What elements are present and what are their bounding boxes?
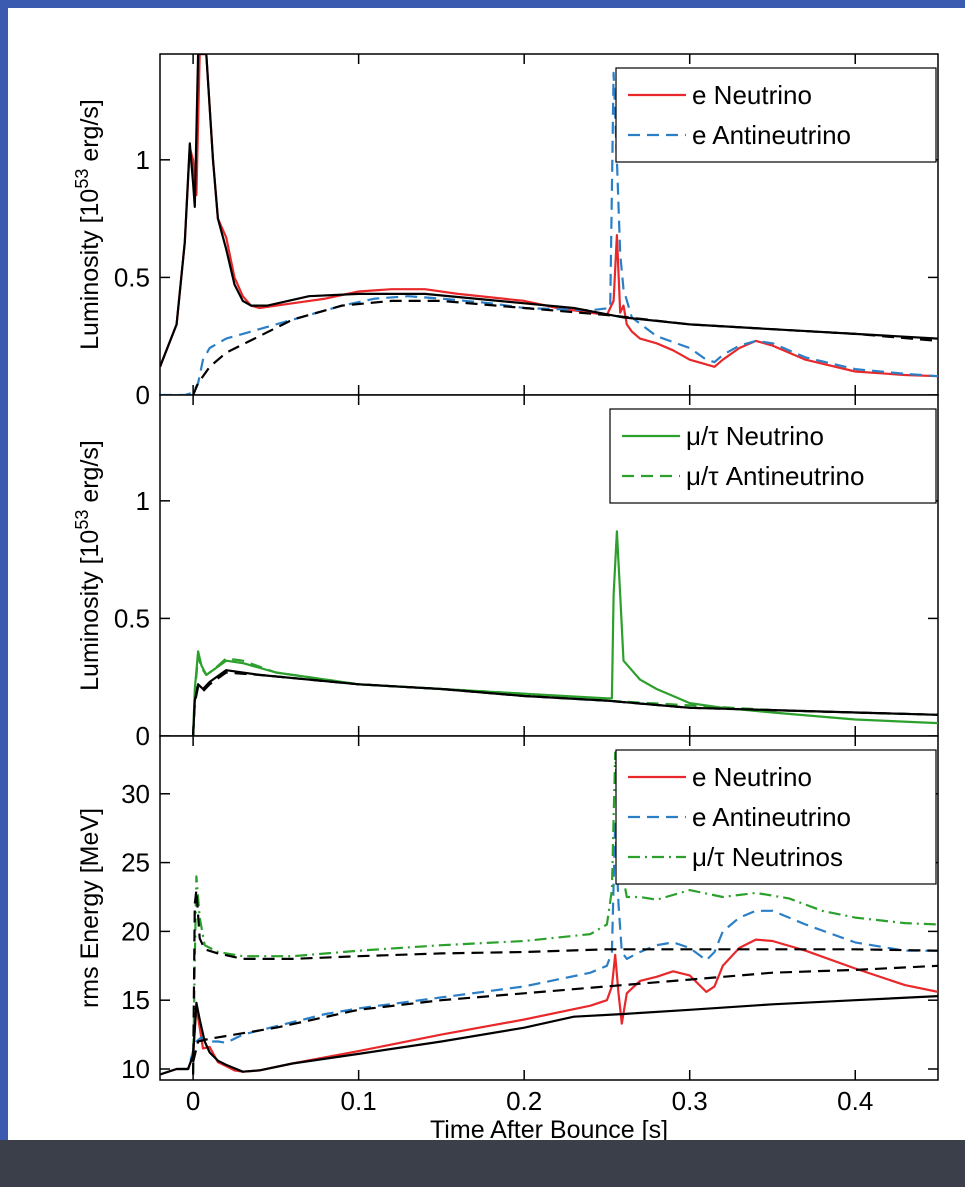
- panel-1-series-1-e-antineutrino: [160, 71, 938, 395]
- panel-1-ytick-label-2: 1: [136, 145, 150, 175]
- panel-3-ytick-label-2: 20: [121, 916, 150, 946]
- panel-3-ytick-label-1: 15: [121, 985, 150, 1015]
- panel-3-series-5-reference: [192, 964, 938, 1063]
- panel-2-legend: μ/τ Neutrino μ/τ Antineutrino: [609, 408, 937, 504]
- panel-1-series-2-reference: [160, 54, 938, 368]
- panel-2-series-3-reference: [192, 671, 938, 736]
- xtick-label-3: 0.3: [672, 1086, 708, 1116]
- window-bottom-bar: [0, 1140, 965, 1187]
- panel-1-ytick-label-0: 0: [136, 380, 150, 410]
- panel-1-legend-label-0: e Neutrino: [692, 80, 812, 110]
- figure-frame: 0 0.5 1 Luminosity [1053 erg/s] e Neutrino e …: [8, 8, 965, 1144]
- xtick-label-4: 0.4: [837, 1086, 873, 1116]
- panel-3-legend-label-0: e Neutrino: [692, 762, 812, 792]
- panel-1-ytick-label-1: 0.5: [114, 262, 150, 292]
- panel-3-series-1-e-antineutrino: [160, 820, 938, 1076]
- panel-3-series-3-reference: [160, 995, 938, 1076]
- panel-3-series-4-reference: [192, 889, 938, 1075]
- panel-1-ylabel: Luminosity [1053 erg/s]: [72, 99, 104, 350]
- panel-2-legend-box: [609, 408, 937, 504]
- panel-1-legend-label-1: e Antineutrino: [692, 120, 851, 150]
- panel-3-series-group: [160, 751, 938, 1076]
- panel-2-series-1--antineutrino: [192, 654, 938, 736]
- panel-3: 10 15 20 25 30 0 0.1 0.2 0.3 0.4 rms Energy [MeV] T…: [76, 735, 939, 1144]
- xtick-label-0: 0: [186, 1086, 200, 1116]
- panel-3-ytick-label-4: 30: [121, 779, 150, 809]
- panel-2-ytick-label-1: 0.5: [114, 603, 150, 633]
- panel-2: 0 0.5 1 Luminosity [1053 erg/s] μ/τ Neutrino…: [72, 394, 939, 751]
- panel-3-series-2--neutrinos: [192, 751, 938, 1075]
- panel-3-series-0-e-neutrino: [160, 938, 938, 1076]
- xtick-label-2: 0.2: [506, 1086, 542, 1116]
- xtick-label-1: 0.1: [341, 1086, 377, 1116]
- panel-3-ylabel: rms Energy [MeV]: [76, 808, 104, 1008]
- xlabel: Time After Bounce [s]: [430, 1116, 668, 1140]
- panel-2-ylabel: Luminosity [1053 erg/s]: [72, 440, 104, 691]
- panel-1-legend-box: [615, 67, 937, 163]
- panel-2-ytick-label-2: 1: [136, 486, 150, 516]
- panel-3-ytick-label-0: 10: [121, 1054, 150, 1084]
- panel-2-ytick-label-0: 0: [136, 721, 150, 751]
- panel-2-legend-label-1: μ/τ Antineutrino: [686, 461, 864, 491]
- panel-1-series-3-reference: [192, 299, 938, 395]
- panel-3-ytick-label-3: 25: [121, 848, 150, 878]
- panel-2-legend-label-0: μ/τ Neutrino: [686, 421, 824, 451]
- panel-2-series-group: [192, 530, 938, 736]
- panel-3-legend: e Neutrino e Antineutrino μ/τ Neutrinos: [615, 749, 937, 885]
- panel-3-legend-label-1: e Antineutrino: [692, 802, 851, 832]
- panel-1-legend: e Neutrino e Antineutrino: [615, 67, 937, 163]
- panel-1-series-group: [160, 54, 938, 395]
- panel-3-legend-label-2: μ/τ Neutrinos: [692, 842, 843, 872]
